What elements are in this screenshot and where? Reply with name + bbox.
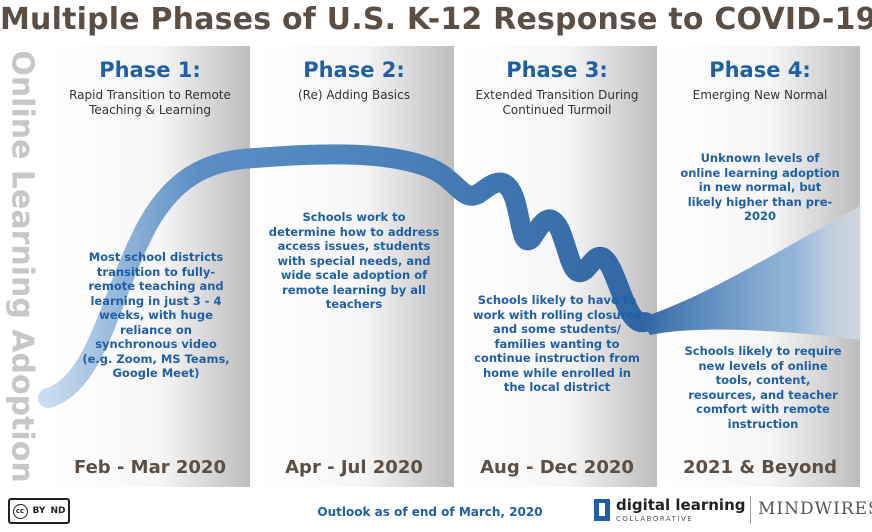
phase-2-title: Phase 2: <box>303 58 405 82</box>
creative-commons-badge: cc BY ND <box>8 498 70 524</box>
cc-nd-label: ND <box>50 506 66 516</box>
future-uncertainty-fan <box>640 205 862 340</box>
phase-3-title: Phase 3: <box>506 58 608 82</box>
phase-2-subtitle: (Re) Adding Basics <box>298 88 410 102</box>
adoption-curve-ribbon <box>38 144 655 408</box>
phase-2-description: Schools work to determine how to address… <box>268 210 440 311</box>
dlc-logo-name: digital learning <box>616 496 746 514</box>
phase-3-description: Schools likely to have to work with roll… <box>473 293 641 394</box>
phase-4-subtitle: Emerging New Normal <box>692 88 828 102</box>
logo-divider <box>750 496 751 524</box>
phase-1-title: Phase 1: <box>99 58 201 82</box>
phase-4-date: 2021 & Beyond <box>682 457 838 478</box>
dlc-logo-subtitle: COLLABORATIVE <box>616 515 694 523</box>
phase-3-subtitle: Extended Transition During Continued Tur… <box>475 88 639 117</box>
phase-4-title: Phase 4: <box>709 58 811 82</box>
phase-2-panel: Phase 2: (Re) Adding Basics Apr - Jul 20… <box>254 46 454 487</box>
phase-1-panel: Phase 1: Rapid Transition to Remote Teac… <box>50 46 250 487</box>
phase-3-date: Aug - Dec 2020 <box>480 457 634 478</box>
dlc-logo-icon <box>594 499 610 521</box>
phase-1-subtitle: Rapid Transition to Remote Teaching & Le… <box>69 88 231 117</box>
phase-2-date: Apr - Jul 2020 <box>285 457 423 478</box>
outlook-note: Outlook as of end of March, 2020 <box>317 505 543 519</box>
phase-4-description-top: Unknown levels of online learning adopti… <box>680 151 840 223</box>
page-title: Multiple Phases of U.S. K-12 Response to… <box>0 2 872 37</box>
cc-icon: cc <box>12 503 28 519</box>
phase-1-date: Feb - Mar 2020 <box>74 457 226 478</box>
phase-4-description-bottom: Schools likely to require new levels of … <box>684 344 842 431</box>
phase-1-description: Most school districts transition to full… <box>82 250 230 380</box>
digital-learning-collaborative-logo: digital learning COLLABORATIVE <box>594 496 746 526</box>
phase-3-panel: Phase 3: Extended Transition During Cont… <box>457 46 657 487</box>
cc-by-label: BY <box>32 506 46 516</box>
mindwires-logo: MINDWIRES <box>758 499 872 519</box>
